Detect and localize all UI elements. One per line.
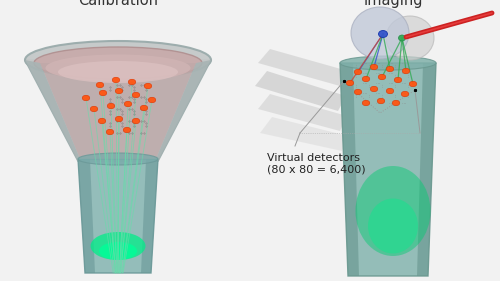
- Ellipse shape: [340, 56, 436, 70]
- Polygon shape: [40, 63, 196, 159]
- Ellipse shape: [90, 106, 98, 112]
- Ellipse shape: [123, 127, 131, 133]
- Ellipse shape: [107, 103, 115, 109]
- Ellipse shape: [354, 89, 362, 95]
- Polygon shape: [78, 159, 158, 273]
- Ellipse shape: [368, 198, 418, 253]
- Ellipse shape: [394, 77, 402, 83]
- Ellipse shape: [132, 118, 140, 124]
- Ellipse shape: [112, 77, 120, 83]
- Ellipse shape: [386, 16, 434, 60]
- Polygon shape: [255, 71, 346, 111]
- Polygon shape: [141, 159, 158, 273]
- Ellipse shape: [356, 166, 430, 256]
- Ellipse shape: [128, 79, 136, 85]
- Ellipse shape: [99, 90, 107, 96]
- Ellipse shape: [124, 101, 132, 107]
- Polygon shape: [340, 63, 359, 276]
- Text: Calibration: Calibration: [78, 0, 158, 8]
- Ellipse shape: [370, 64, 378, 70]
- Ellipse shape: [362, 100, 370, 106]
- Polygon shape: [340, 63, 436, 276]
- Polygon shape: [417, 63, 436, 276]
- Ellipse shape: [58, 61, 178, 83]
- Ellipse shape: [132, 92, 140, 98]
- Polygon shape: [258, 49, 348, 86]
- Ellipse shape: [106, 129, 114, 135]
- Ellipse shape: [370, 86, 378, 92]
- Ellipse shape: [354, 69, 362, 75]
- Ellipse shape: [115, 88, 123, 94]
- Ellipse shape: [351, 7, 409, 59]
- Ellipse shape: [378, 98, 385, 104]
- Ellipse shape: [115, 116, 123, 122]
- Ellipse shape: [25, 41, 211, 79]
- Ellipse shape: [401, 91, 409, 97]
- Ellipse shape: [378, 31, 388, 37]
- Polygon shape: [258, 94, 347, 131]
- Ellipse shape: [148, 97, 156, 103]
- Ellipse shape: [78, 153, 158, 165]
- Ellipse shape: [34, 47, 202, 79]
- Ellipse shape: [402, 68, 410, 74]
- Polygon shape: [78, 159, 95, 273]
- Text: Virtual detectors
(80 x 80 = 6,400): Virtual detectors (80 x 80 = 6,400): [267, 153, 366, 175]
- Ellipse shape: [140, 105, 148, 111]
- Polygon shape: [25, 60, 211, 161]
- Ellipse shape: [99, 242, 137, 260]
- Text: Imaging: Imaging: [363, 0, 423, 8]
- Ellipse shape: [98, 118, 106, 124]
- Ellipse shape: [386, 66, 394, 72]
- Polygon shape: [260, 117, 348, 151]
- Ellipse shape: [409, 81, 417, 87]
- Ellipse shape: [82, 95, 90, 101]
- Polygon shape: [156, 60, 211, 161]
- Ellipse shape: [362, 76, 370, 82]
- Ellipse shape: [346, 80, 354, 86]
- Ellipse shape: [46, 55, 191, 81]
- Polygon shape: [25, 60, 80, 161]
- Ellipse shape: [386, 88, 394, 94]
- Ellipse shape: [96, 82, 104, 88]
- Ellipse shape: [90, 232, 146, 260]
- Ellipse shape: [144, 83, 152, 89]
- Ellipse shape: [378, 74, 386, 80]
- Ellipse shape: [392, 100, 400, 106]
- Ellipse shape: [398, 35, 406, 41]
